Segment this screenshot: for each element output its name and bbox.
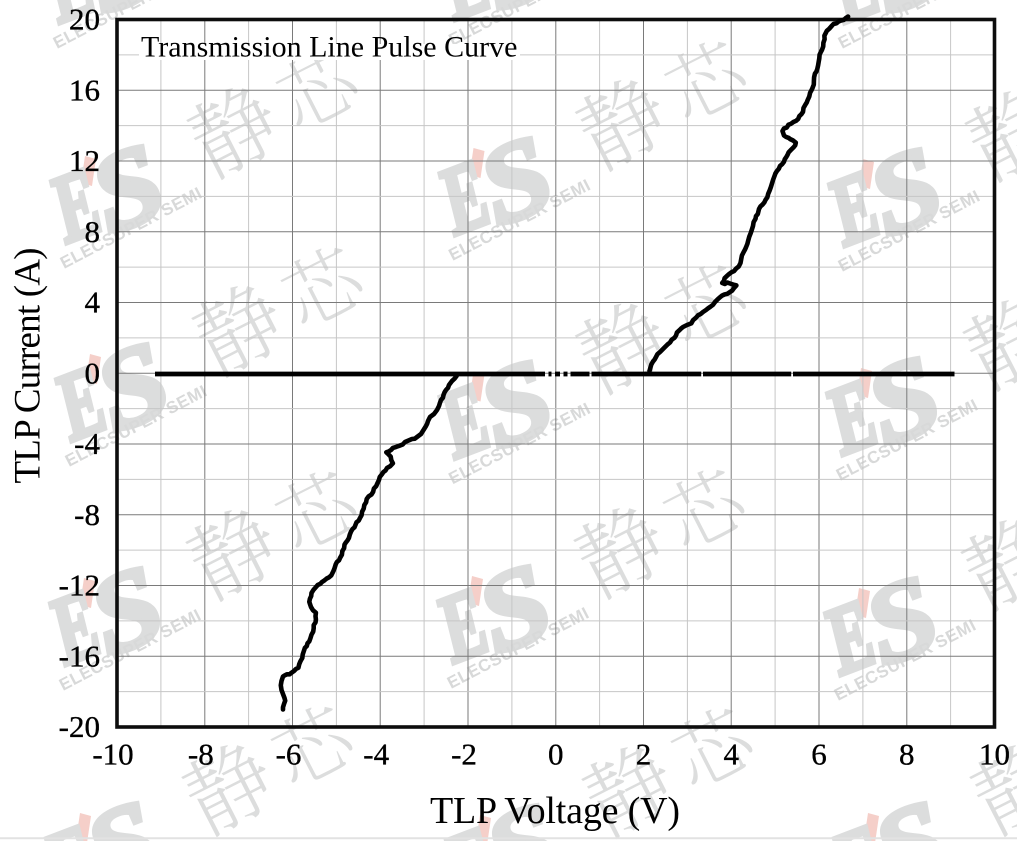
svg-text:2: 2 [636, 737, 652, 772]
svg-text:-8: -8 [74, 497, 100, 532]
svg-text:6: 6 [811, 737, 827, 772]
svg-text:-16: -16 [59, 639, 100, 674]
svg-text:Transmission Line Pulse Curve: Transmission Line Pulse Curve [141, 31, 517, 64]
svg-text:-6: -6 [276, 737, 302, 772]
svg-text:12: 12 [69, 143, 100, 178]
svg-text:TLP Current (A): TLP Current (A) [8, 248, 49, 484]
svg-text:-2: -2 [451, 737, 477, 772]
svg-text:20: 20 [69, 2, 100, 37]
svg-text:4: 4 [723, 737, 739, 772]
svg-text:0: 0 [548, 737, 564, 772]
svg-text:TLP Voltage (V): TLP Voltage (V) [430, 790, 680, 832]
svg-text:0: 0 [85, 355, 101, 390]
svg-text:-12: -12 [59, 568, 100, 603]
svg-text:8: 8 [899, 737, 915, 772]
svg-text:-8: -8 [188, 737, 214, 772]
svg-text:16: 16 [69, 73, 100, 108]
svg-text:-4: -4 [74, 426, 100, 461]
svg-text:4: 4 [85, 285, 101, 320]
svg-text:8: 8 [85, 214, 101, 249]
svg-text:-10: -10 [92, 737, 133, 772]
svg-text:-4: -4 [363, 737, 389, 772]
svg-text:-20: -20 [59, 709, 100, 744]
svg-text:10: 10 [979, 737, 1010, 772]
